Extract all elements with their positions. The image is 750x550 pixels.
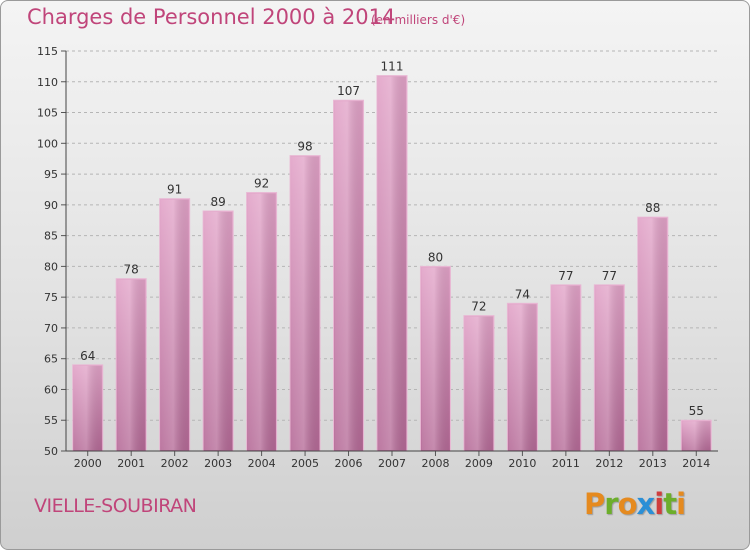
logo-letter: x xyxy=(636,487,656,521)
value-label: 92 xyxy=(254,177,269,191)
chart-subtitle: (en milliers d'€) xyxy=(371,13,466,27)
value-label: 74 xyxy=(515,287,530,301)
x-tick-label: 2004 xyxy=(248,457,276,470)
y-tick-label: 70 xyxy=(44,322,58,335)
value-label: 107 xyxy=(337,84,360,98)
bar-highlight xyxy=(508,304,537,450)
bar-highlight xyxy=(334,101,363,450)
bar-highlight xyxy=(595,285,624,450)
x-tick-label: 2008 xyxy=(421,457,449,470)
x-tick-label: 2013 xyxy=(639,457,667,470)
value-label: 98 xyxy=(297,140,312,154)
value-label: 77 xyxy=(602,269,617,283)
y-tick-label: 110 xyxy=(37,76,58,89)
logo-letter: i xyxy=(654,487,664,521)
logo-letter: P xyxy=(584,487,605,521)
value-label: 78 xyxy=(124,263,139,277)
x-tick-label: 2005 xyxy=(291,457,319,470)
logo-letter: r xyxy=(604,487,618,521)
y-tick-label: 50 xyxy=(44,445,58,458)
y-tick-label: 85 xyxy=(44,230,58,243)
y-tick-label: 100 xyxy=(37,137,58,150)
value-label: 89 xyxy=(210,195,225,209)
bar-highlight xyxy=(551,285,580,450)
y-tick-label: 115 xyxy=(37,45,58,58)
x-tick-label: 2006 xyxy=(335,457,363,470)
x-tick-label: 2003 xyxy=(204,457,232,470)
bar-highlight xyxy=(682,421,711,450)
bar-highlight xyxy=(464,316,493,450)
x-tick-label: 2014 xyxy=(682,457,710,470)
y-tick-label: 95 xyxy=(44,168,58,181)
x-tick-label: 2009 xyxy=(465,457,493,470)
bar-highlight xyxy=(247,193,276,451)
x-tick-label: 2007 xyxy=(378,457,406,470)
y-tick-label: 60 xyxy=(44,383,58,396)
value-label: 88 xyxy=(645,201,660,215)
x-tick-label: 2000 xyxy=(74,457,102,470)
y-tick-label: 75 xyxy=(44,291,58,304)
y-tick-label: 90 xyxy=(44,199,58,212)
bar-highlight xyxy=(117,279,146,450)
municipality-name: VIELLE-SOUBIRAN xyxy=(34,495,197,517)
chart-title: Charges de Personnel 2000 à 2014 xyxy=(27,5,396,29)
x-tick-label: 2012 xyxy=(595,457,623,470)
y-tick-label: 65 xyxy=(44,353,58,366)
value-label: 72 xyxy=(471,300,486,314)
bar-highlight xyxy=(638,218,667,450)
logo-letter: o xyxy=(617,487,638,521)
x-tick-label: 2002 xyxy=(161,457,189,470)
x-tick-label: 2010 xyxy=(508,457,536,470)
y-tick-label: 80 xyxy=(44,260,58,273)
value-label: 64 xyxy=(80,349,95,363)
logo-letter: i xyxy=(676,487,686,521)
x-tick-label: 2001 xyxy=(117,457,145,470)
y-tick-label: 55 xyxy=(44,414,58,427)
bar-highlight xyxy=(421,267,450,450)
bar-highlight xyxy=(204,212,233,450)
proxiti-logo: Proxiti xyxy=(584,487,686,521)
value-label: 55 xyxy=(689,404,704,418)
bar-highlight xyxy=(378,76,406,450)
value-label: 80 xyxy=(428,250,443,264)
value-label: 77 xyxy=(558,269,573,283)
bar-highlight xyxy=(291,156,320,450)
x-tick-label: 2011 xyxy=(552,457,580,470)
value-label: 111 xyxy=(381,60,404,74)
logo-letter: t xyxy=(663,487,677,521)
y-tick-label: 105 xyxy=(37,107,58,120)
bar-highlight xyxy=(160,199,189,450)
value-label: 91 xyxy=(167,183,182,197)
bar-highlight xyxy=(73,365,102,450)
